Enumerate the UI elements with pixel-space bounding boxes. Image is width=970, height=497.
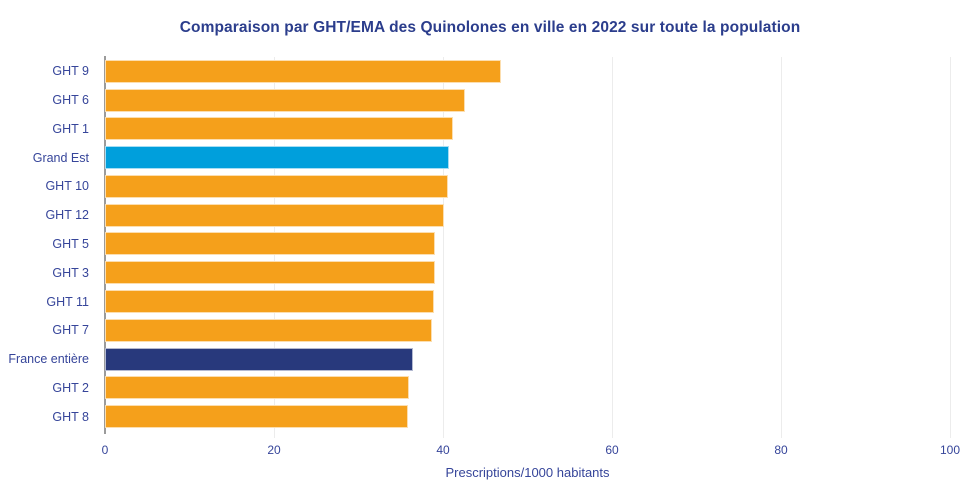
gridline (612, 57, 613, 438)
category-label: Grand Est (32, 150, 89, 165)
x-tick-label: 40 (436, 443, 450, 457)
bar-grand-est[interactable] (105, 146, 449, 170)
x-tick-label: 100 (939, 443, 961, 457)
bar-row (105, 402, 950, 431)
x-tick-label: 20 (267, 443, 281, 457)
y-axis-labels: GHT 9 GHT 6 GHT 1 Grand Est GHT 10 GHT 12 GHT … (0, 57, 97, 431)
bar-ght-2[interactable] (105, 376, 410, 400)
category-label: GHT 1 (52, 121, 89, 136)
gridline (781, 57, 782, 438)
bar-ght-8[interactable] (105, 405, 409, 429)
x-axis-ticks: 0 20 40 60 80 100 (101, 443, 960, 458)
gridline (950, 57, 951, 438)
category-label: GHT 7 (52, 323, 89, 338)
bar-ght-9[interactable] (105, 59, 502, 83)
bar-ght-1[interactable] (105, 117, 454, 141)
bar-row (105, 258, 950, 287)
x-tick-label: 80 (774, 443, 788, 457)
category-label: GHT 5 (52, 236, 89, 251)
bar-ght-10[interactable] (105, 174, 449, 198)
bar-ght-5[interactable] (105, 232, 436, 256)
chart-title: Comparaison par GHT/EMA des Quinolones e… (179, 19, 801, 36)
category-label: GHT 11 (46, 294, 89, 309)
bar-row (105, 345, 950, 374)
bar-ght-3[interactable] (105, 261, 435, 285)
category-label: GHT 12 (45, 208, 89, 223)
gridline (443, 57, 444, 438)
bar-row (105, 316, 950, 345)
category-label: GHT 8 (52, 409, 89, 424)
bar-row (105, 287, 950, 316)
category-label: GHT 3 (52, 265, 89, 280)
bar-row (105, 115, 950, 144)
bar-row (105, 143, 950, 172)
category-label: GHT 9 (52, 64, 89, 79)
category-label: GHT 6 (52, 93, 89, 108)
bar-row (105, 201, 950, 230)
bar-row (105, 172, 950, 201)
category-label: France entière (8, 352, 89, 367)
bar-row (105, 373, 950, 402)
bar-ght-11[interactable] (105, 290, 434, 313)
x-axis-title: Prescriptions/1000 habitants (445, 465, 610, 480)
category-label: GHT 10 (45, 179, 89, 194)
bar-row (105, 57, 950, 86)
bar-ght-7[interactable] (105, 318, 432, 342)
bar-ght-12[interactable] (105, 203, 444, 227)
bar-row (105, 230, 950, 259)
bar-row (105, 86, 950, 115)
bar-france-entière[interactable] (105, 347, 414, 371)
x-tick-label: 60 (605, 443, 619, 457)
bar-ght-6[interactable] (105, 88, 465, 112)
plot-area (105, 57, 951, 438)
category-label: GHT 2 (52, 380, 89, 395)
x-tick-label: 0 (101, 443, 109, 457)
